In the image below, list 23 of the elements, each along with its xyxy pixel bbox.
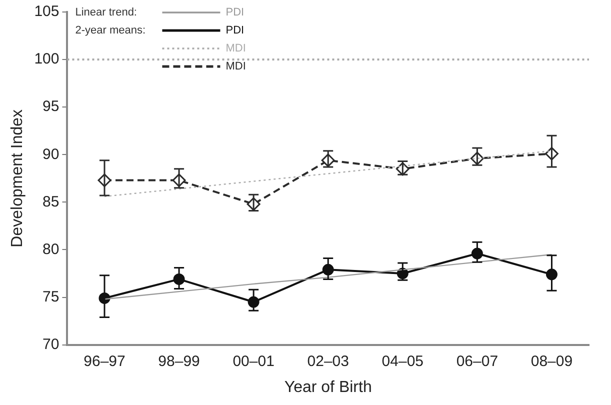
y-tick-label: 70 xyxy=(42,336,60,353)
x-axis-title: Year of Birth xyxy=(284,378,372,396)
x-tick-label: 98–99 xyxy=(158,352,200,370)
text: PDI xyxy=(226,24,244,37)
x-tick-label: 02–03 xyxy=(307,352,349,370)
y-tick-label: 80 xyxy=(42,240,60,258)
text: MDI xyxy=(226,60,246,73)
y-tick-label: 95 xyxy=(42,98,60,116)
x-tick-label: 04–05 xyxy=(382,352,424,370)
x-tick-label: 00–01 xyxy=(232,352,274,370)
annotation: 2-year means: xyxy=(75,24,146,37)
y-tick-label: 75 xyxy=(42,288,60,306)
text: PDI xyxy=(226,6,244,19)
x-tick-label: 08–09 xyxy=(530,352,573,370)
annotation: Linear trend: xyxy=(75,6,137,19)
x-tick-label: 06–07 xyxy=(456,352,498,370)
text: MDI xyxy=(226,42,246,55)
y-tick-label: 100 xyxy=(34,50,60,68)
y-tick-label: 105 xyxy=(34,3,60,20)
y-tick-label: 90 xyxy=(42,146,60,163)
y-axis-title: Development Index xyxy=(9,109,26,248)
y-tick-label: 85 xyxy=(42,193,60,210)
x-tick-label: 96–97 xyxy=(84,352,126,370)
